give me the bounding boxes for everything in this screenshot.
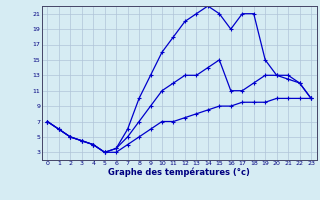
X-axis label: Graphe des températures (°c): Graphe des températures (°c) — [108, 168, 250, 177]
